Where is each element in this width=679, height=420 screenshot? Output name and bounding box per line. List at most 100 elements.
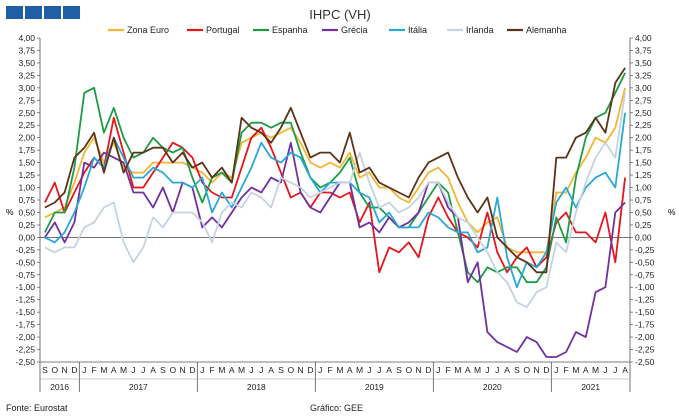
x-year-label: 2021	[581, 382, 600, 392]
x-tick-month-label: A	[347, 365, 353, 375]
x-tick-month-label: A	[386, 365, 392, 375]
y-tick-label-right: 3,75	[635, 45, 652, 55]
x-tick-month-label: D	[543, 365, 549, 375]
x-tick-month-label: O	[51, 365, 58, 375]
y-tick-label-right: 2,50	[635, 108, 652, 118]
x-tick-month-label: S	[278, 365, 284, 375]
x-tick-month-label: F	[91, 365, 96, 375]
y-tick-label-right: -2,50	[635, 357, 655, 367]
x-tick-month-label: F	[445, 365, 450, 375]
x-tick-month-label: M	[356, 365, 363, 375]
y-axis-label-right: %	[668, 207, 676, 217]
y-tick-label-right: 0,50	[635, 207, 652, 217]
x-year-label: 2016	[50, 382, 69, 392]
y-tick-label-left: -1,25	[16, 295, 36, 305]
y-tick-label-right: 2,00	[635, 133, 652, 143]
series-line-zona-euro	[44, 87, 626, 254]
legend-entry: Portugal	[206, 25, 240, 35]
x-tick-month-label: D	[425, 365, 431, 375]
x-tick-month-label: S	[42, 365, 48, 375]
x-tick-month-label: N	[180, 365, 186, 375]
series-line-espanha	[44, 72, 626, 284]
legend-entry: Zona Euro	[127, 25, 169, 35]
x-tick-month-label: O	[287, 365, 294, 375]
y-tick-label-right: -1,25	[635, 295, 655, 305]
x-tick-month-label: J	[249, 365, 253, 375]
x-tick-month-label: S	[514, 365, 520, 375]
y-tick-label-right: -0,75	[635, 270, 655, 280]
x-tick-month-label: N	[62, 365, 68, 375]
y-tick-label-left: -0,75	[16, 270, 36, 280]
x-tick-month-label: F	[209, 365, 214, 375]
x-tick-month-label: N	[416, 365, 422, 375]
x-tick-month-label: M	[238, 365, 245, 375]
x-tick-month-label: A	[268, 365, 274, 375]
x-tick-month-label: S	[396, 365, 402, 375]
x-tick-month-label: M	[572, 365, 579, 375]
y-tick-label-right: 3,25	[635, 70, 652, 80]
x-tick-month-label: O	[405, 365, 412, 375]
y-tick-label-left: 4,00	[18, 33, 35, 43]
y-tick-label-left: -2,00	[16, 332, 36, 342]
x-tick-month-label: J	[367, 365, 371, 375]
y-tick-label-left: -1,00	[16, 282, 36, 292]
y-tick-label-left: 1,00	[18, 183, 35, 193]
y-axis-label-left: %	[6, 207, 14, 217]
y-tick-label-right: -2,25	[635, 345, 655, 355]
y-tick-label-left: 1,50	[18, 158, 35, 168]
y-tick-label-left: -1,50	[16, 307, 36, 317]
x-tick-month-label: A	[150, 365, 156, 375]
logo-block	[63, 6, 80, 19]
x-year-label: 2018	[247, 382, 266, 392]
y-tick-label-left: 0,25	[18, 220, 35, 230]
x-tick-month-label: F	[327, 365, 332, 375]
series-line-gr-cia	[44, 141, 626, 358]
y-tick-label-left: 2,00	[18, 133, 35, 143]
legend-entry: Grécia	[341, 25, 368, 35]
x-tick-month-label: A	[583, 365, 589, 375]
y-tick-label-right: 4,00	[635, 33, 652, 43]
x-tick-month-label: J	[436, 365, 440, 375]
y-tick-label-right: 3,00	[635, 83, 652, 93]
y-tick-label-right: -1,75	[635, 320, 655, 330]
y-tick-label-right: -1,50	[635, 307, 655, 317]
y-tick-label-left: 1,75	[18, 145, 35, 155]
x-tick-month-label: J	[554, 365, 558, 375]
x-year-label: 2020	[483, 382, 502, 392]
y-tick-label-left: 3,75	[18, 45, 35, 55]
x-year-label: 2019	[365, 382, 384, 392]
x-tick-month-label: J	[603, 365, 607, 375]
y-tick-label-left: 0,50	[18, 207, 35, 217]
x-tick-month-label: J	[377, 365, 381, 375]
y-tick-label-left: 2,50	[18, 108, 35, 118]
y-tick-label-left: -2,50	[16, 357, 36, 367]
y-tick-label-left: -2,25	[16, 345, 36, 355]
x-tick-month-label: M	[218, 365, 225, 375]
y-tick-label-right: 1,00	[635, 183, 652, 193]
x-tick-month-label: O	[169, 365, 176, 375]
x-tick-month-label: M	[336, 365, 343, 375]
y-tick-label-left: 2,75	[18, 95, 35, 105]
y-tick-label-left: -0,50	[16, 257, 36, 267]
y-axis-right: 4,00 3,75 3,50 3,25 3,00 2,75 2,50 2,25 2,00 1,75…	[630, 33, 655, 367]
x-tick-month-label: A	[229, 365, 235, 375]
plot-area	[39, 38, 631, 363]
y-tick-label-right: 1,75	[635, 145, 652, 155]
x-tick-month-label: D	[307, 365, 313, 375]
y-tick-label-left: 3,00	[18, 83, 35, 93]
x-tick-month-label: J	[613, 365, 617, 375]
x-year-label: 2017	[129, 382, 148, 392]
y-tick-label-right: -1,00	[635, 282, 655, 292]
x-tick-month-label: J	[495, 365, 499, 375]
logo-block	[44, 6, 61, 19]
y-tick-label-right: 0,25	[635, 220, 652, 230]
y-tick-label-right: -0,50	[635, 257, 655, 267]
y-tick-label-left: 0,00	[18, 232, 35, 242]
y-axis-left: 4,00 3,75 3,50 3,25 3,00 2,75 2,50 2,25 2,00 1,75…	[16, 33, 40, 367]
series-line-portugal	[44, 116, 626, 274]
logo-block	[25, 6, 42, 19]
credit-note: Gráfico: GEE	[310, 403, 364, 413]
y-tick-label-left: 1,25	[18, 170, 35, 180]
legend-entry: Irlanda	[466, 25, 494, 35]
